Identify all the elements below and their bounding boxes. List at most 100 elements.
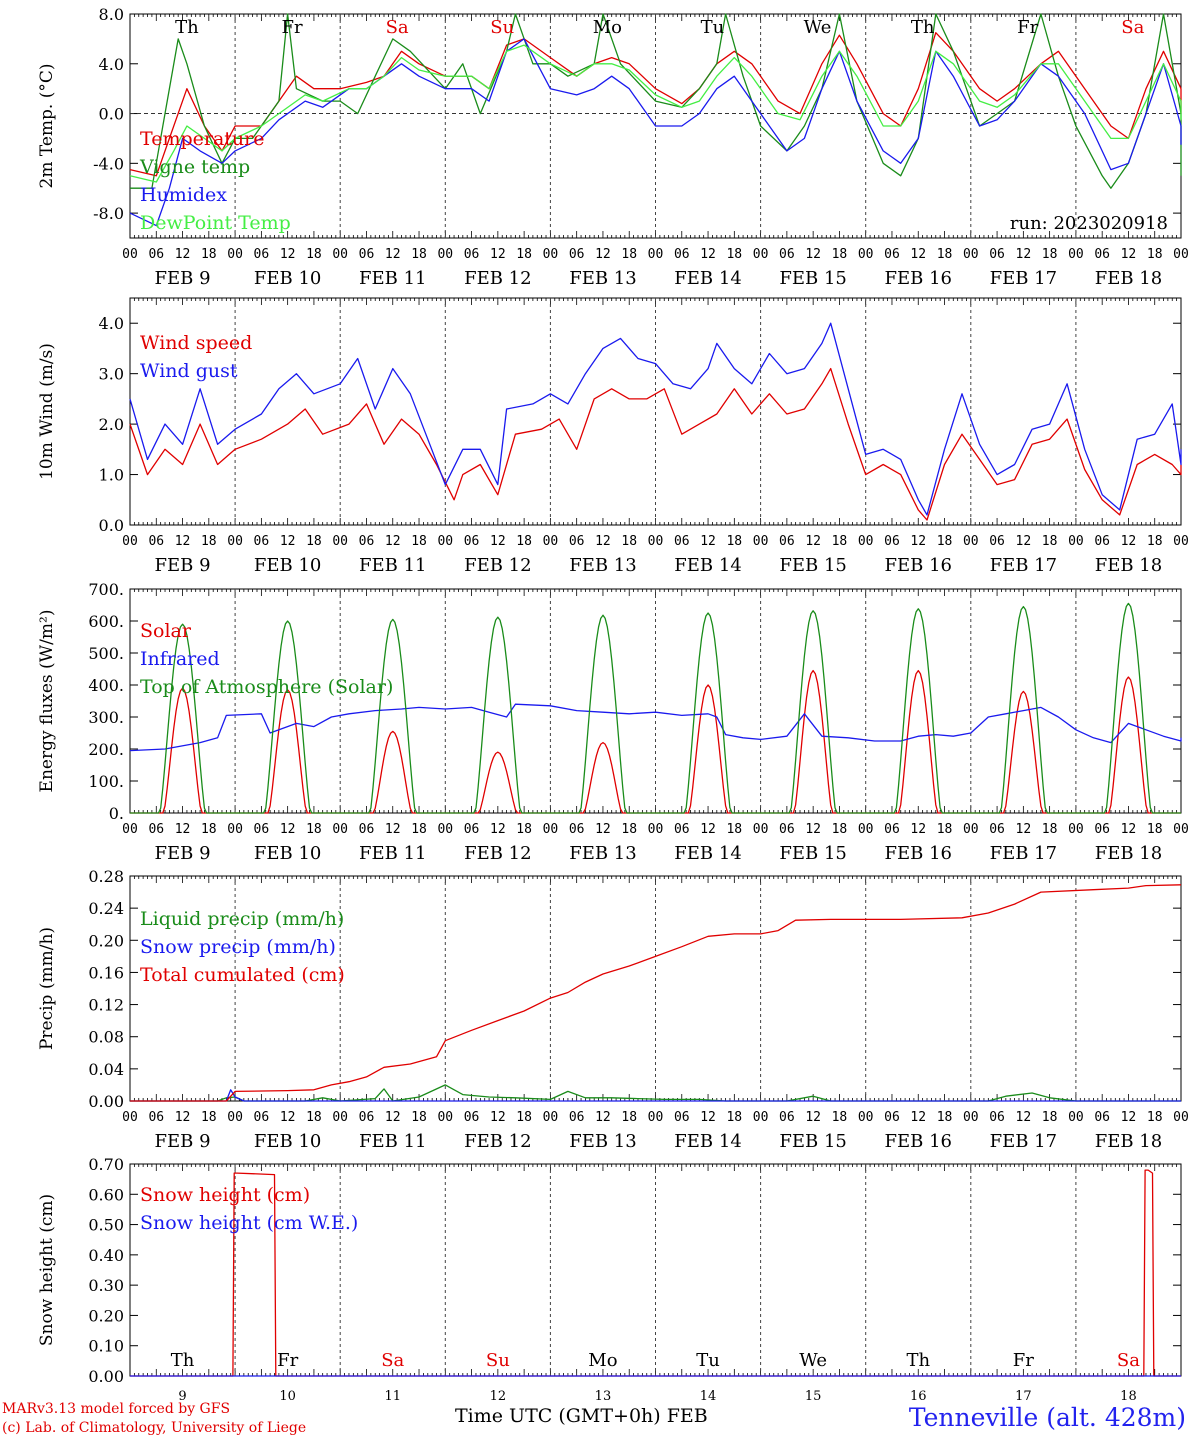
hour-tick-label: 00	[1068, 534, 1084, 549]
hour-tick-label: 12	[490, 1110, 506, 1125]
hour-tick-label: 00	[122, 534, 138, 549]
weekday-label: Tu	[701, 17, 725, 38]
hour-tick-label: 06	[148, 822, 164, 837]
legend-entry: Solar	[140, 620, 192, 642]
date-label: FEB 14	[674, 555, 741, 576]
hour-tick-label: 00	[122, 1110, 138, 1125]
hour-tick-label: 12	[595, 534, 611, 549]
date-label: FEB 15	[779, 555, 846, 576]
hour-tick-label: 06	[254, 822, 270, 837]
hour-tick-label: 18	[1042, 822, 1058, 837]
hour-tick-label: 12	[595, 1110, 611, 1125]
date-label: FEB 9	[155, 555, 211, 576]
hour-tick-label: 18	[621, 822, 637, 837]
hour-tick-label: 12	[1016, 534, 1032, 549]
y-tick-label: 0.40	[88, 1246, 124, 1265]
hour-tick-label: 00	[122, 822, 138, 837]
y-tick-label: -8.0	[93, 204, 124, 223]
hour-tick-label: 06	[779, 534, 795, 549]
hour-tick-label: 00	[227, 534, 243, 549]
panel-3	[129, 588, 1182, 814]
hour-tick-label: 06	[674, 1110, 690, 1125]
panel-5	[129, 1163, 1182, 1377]
hour-tick-label: 00	[332, 1110, 348, 1125]
hour-tick-label: 12	[1016, 1110, 1032, 1125]
hour-tick-label: 12	[385, 822, 401, 837]
date-label: FEB 10	[254, 1131, 321, 1152]
y-tick-label: 0.24	[88, 899, 124, 918]
series-wind-gust	[129, 322, 1182, 516]
weekday-label: Sa	[386, 17, 409, 38]
date-label: FEB 16	[885, 843, 952, 864]
hour-tick-label: 06	[148, 1110, 164, 1125]
date-label: FEB 10	[254, 555, 321, 576]
day-number-label: 16	[910, 1389, 927, 1404]
y-tick-label: 200.	[88, 740, 124, 759]
hour-tick-label: 12	[910, 822, 926, 837]
hour-tick-label: 12	[175, 822, 191, 837]
hour-tick-label: 00	[648, 534, 664, 549]
y-tick-label: 0.12	[88, 996, 124, 1015]
weekday-label: Th	[906, 1350, 930, 1371]
hour-tick-label: 12	[910, 1110, 926, 1125]
date-label: FEB 11	[359, 555, 426, 576]
hour-tick-label: 06	[989, 247, 1005, 262]
date-label: FEB 18	[1095, 1131, 1162, 1152]
hour-tick-label: 12	[280, 247, 296, 262]
weekday-label: We	[799, 1350, 827, 1371]
hour-tick-label: 00	[858, 822, 874, 837]
weekday-label: Sa	[1121, 17, 1144, 38]
hour-tick-label: 06	[148, 534, 164, 549]
y-tick-label: 0.70	[88, 1155, 124, 1174]
date-label: FEB 16	[885, 555, 952, 576]
hour-tick-label: 12	[595, 822, 611, 837]
legend-entry: Infrared	[140, 648, 220, 670]
date-label: FEB 9	[155, 843, 211, 864]
hour-tick-label: 18	[201, 822, 217, 837]
day-number-label: 18	[1120, 1389, 1137, 1404]
hour-tick-label: 18	[306, 822, 322, 837]
hour-tick-label: 18	[621, 534, 637, 549]
hour-tick-label: 12	[700, 534, 716, 549]
date-label: FEB 13	[569, 555, 636, 576]
hour-tick-label: 12	[1121, 822, 1137, 837]
hour-tick-label: 18	[1147, 1110, 1163, 1125]
hour-tick-label: 12	[490, 534, 506, 549]
series-vigne-temp	[130, 13, 1182, 189]
y-tick-label: 4.0	[99, 314, 124, 333]
hour-tick-label: 18	[621, 1110, 637, 1125]
hour-tick-label: 12	[805, 822, 821, 837]
hour-tick-label: 18	[726, 534, 742, 549]
hour-tick-label: 00	[1173, 822, 1189, 837]
hour-tick-label: 12	[175, 534, 191, 549]
y-tick-label: 0.30	[88, 1276, 124, 1295]
date-label: FEB 15	[779, 843, 846, 864]
hour-tick-label: 06	[359, 1110, 375, 1125]
day-number-label: 9	[178, 1389, 186, 1404]
y-tick-label: 0.50	[88, 1216, 124, 1235]
weekday-label: Sa	[381, 1350, 404, 1371]
hour-tick-label: 12	[490, 822, 506, 837]
date-label: FEB 11	[359, 1131, 426, 1152]
hour-tick-label: 18	[1042, 1110, 1058, 1125]
hour-tick-label: 18	[1147, 534, 1163, 549]
hour-tick-label: 06	[464, 534, 480, 549]
hour-tick-label: 06	[569, 1110, 585, 1125]
hour-tick-label: 12	[175, 247, 191, 262]
y-tick-label: 100.	[88, 772, 124, 791]
weekday-label: Mo	[593, 17, 622, 38]
weekday-label: Su	[490, 17, 514, 38]
panel-4	[129, 875, 1182, 1102]
date-label: FEB 13	[569, 268, 636, 289]
series-infrared	[129, 703, 1182, 752]
hour-tick-label: 12	[700, 822, 716, 837]
y-axis-label: Energy fluxes (W/m²)	[37, 610, 57, 793]
y-tick-label: 0.0	[99, 516, 124, 535]
hour-tick-label: 18	[516, 247, 532, 262]
y-tick-label: 3.0	[99, 365, 124, 384]
hour-tick-label: 06	[464, 822, 480, 837]
weekday-label: Fr	[281, 17, 302, 38]
legend-entry: Liquid precip (mm/h)	[140, 908, 344, 930]
weekday-label: Fr	[1017, 17, 1038, 38]
y-tick-label: 0.60	[88, 1185, 124, 1204]
